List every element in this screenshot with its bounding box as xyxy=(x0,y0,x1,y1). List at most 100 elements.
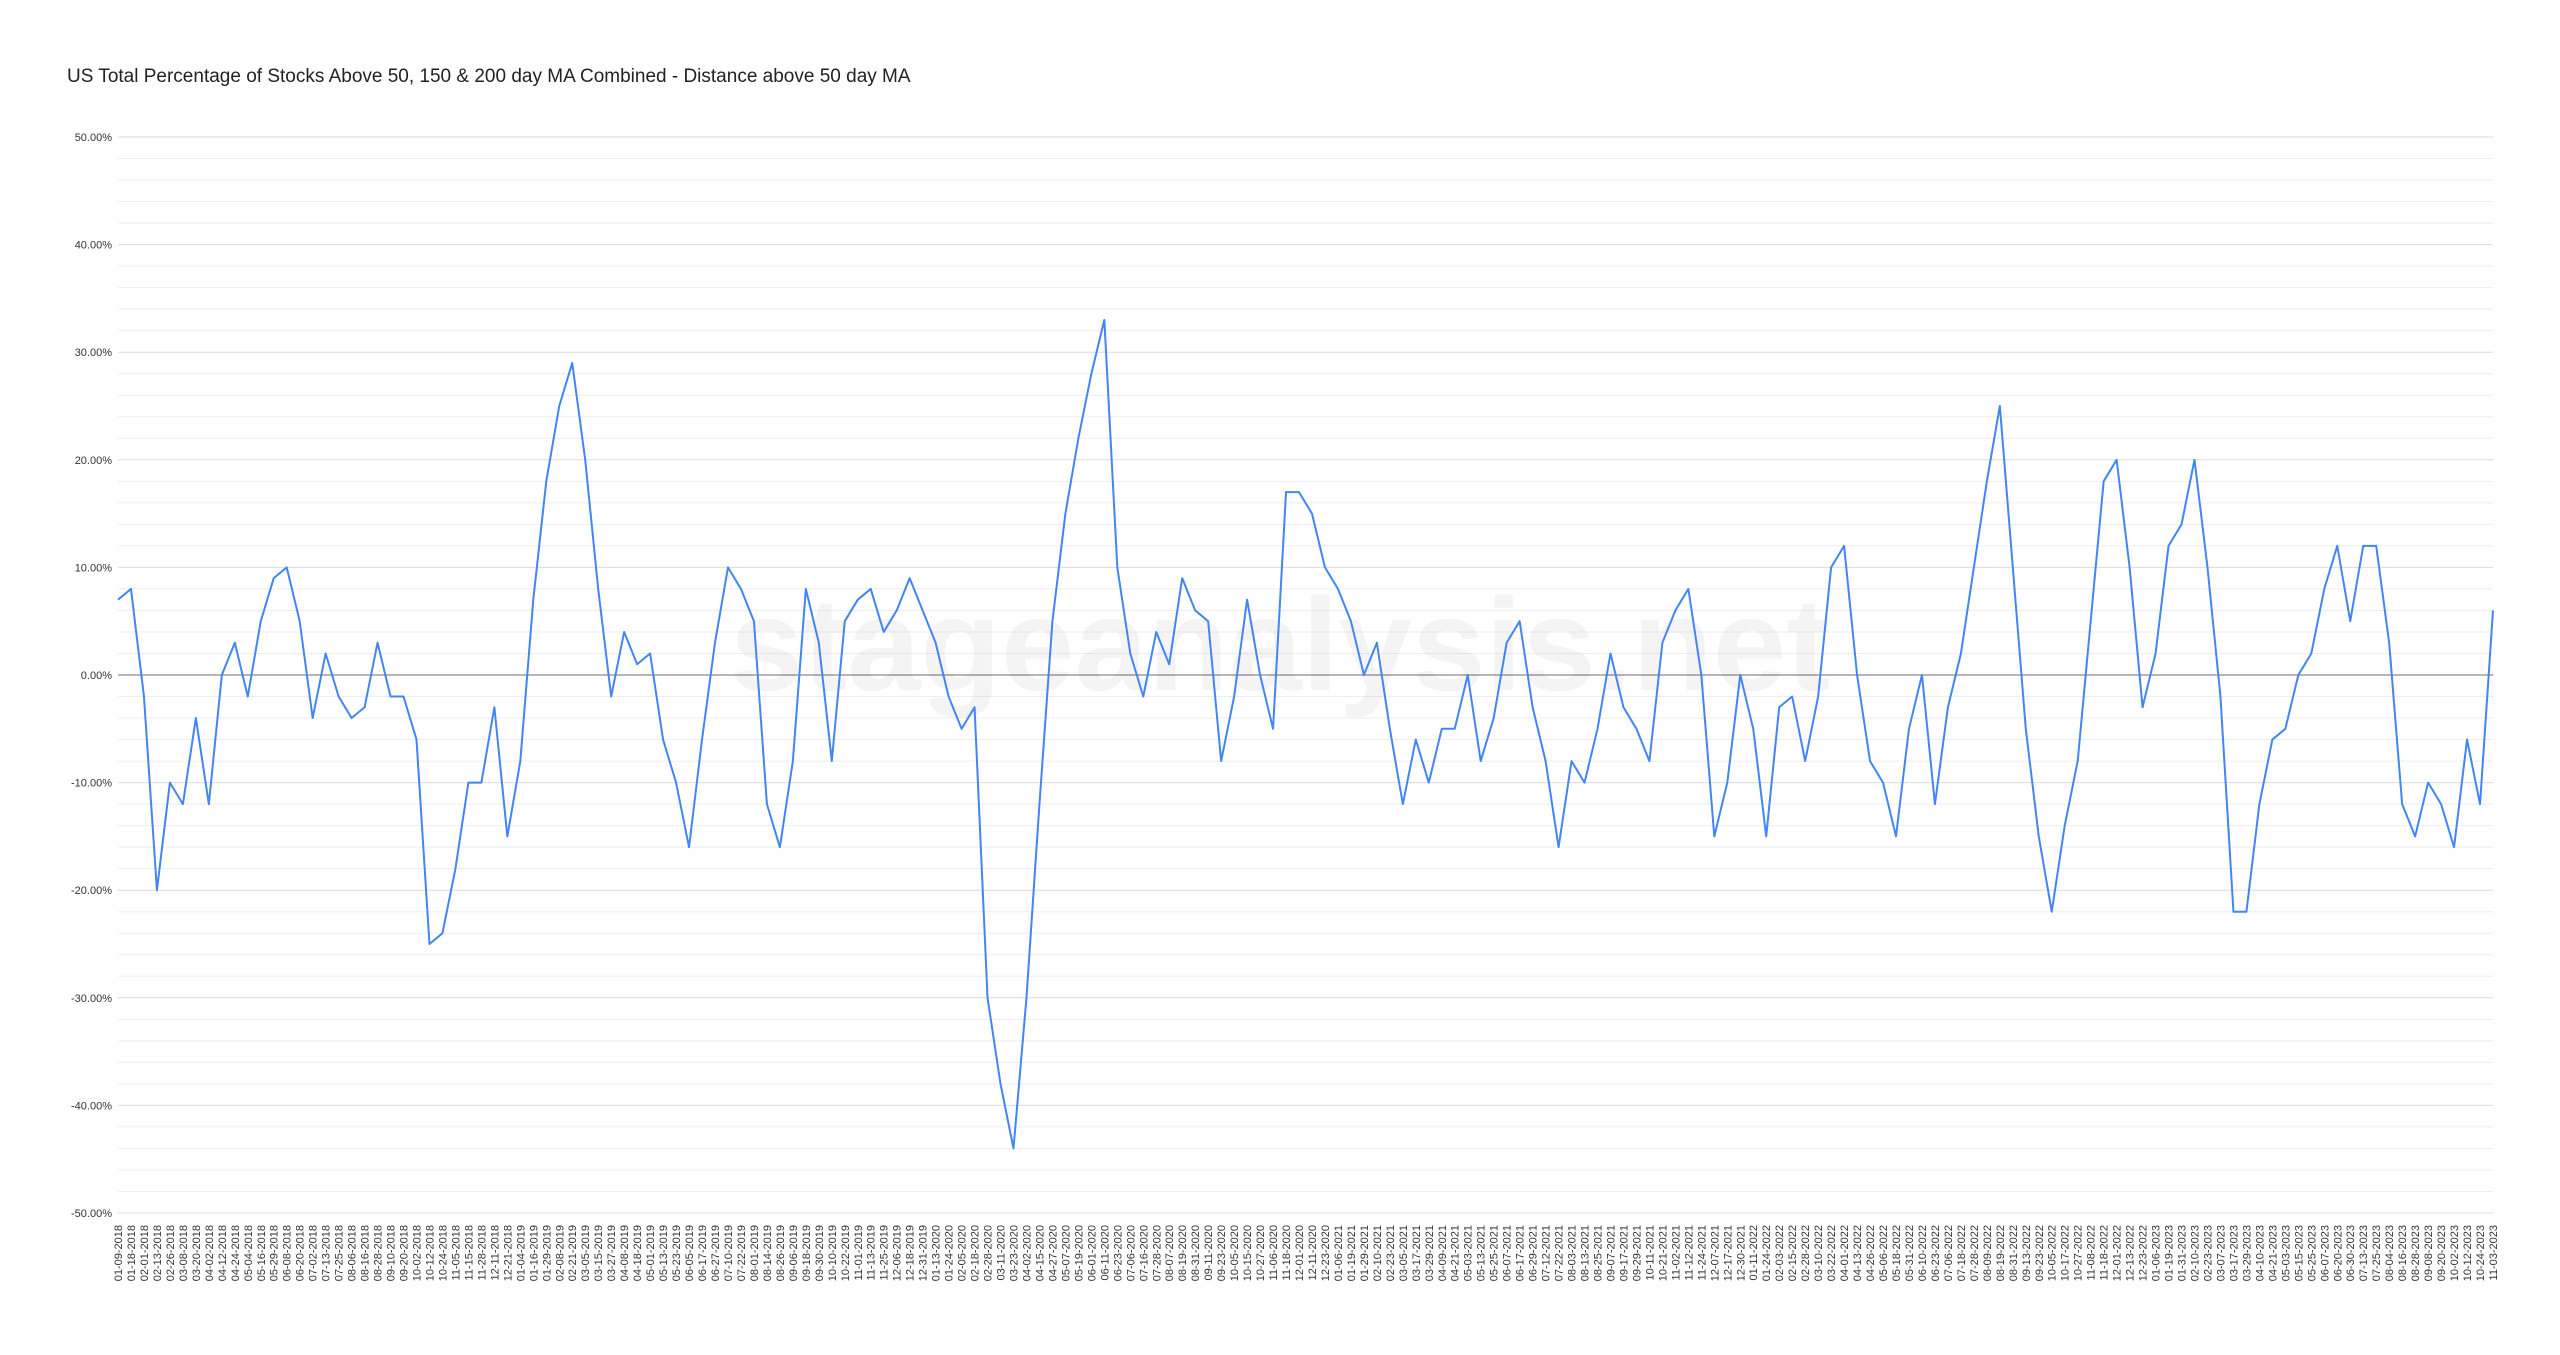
x-tick-label: 12-06-2019 xyxy=(892,1225,904,1281)
x-tick-label: 11-15-2018 xyxy=(463,1225,475,1280)
x-tick-label: 04-09-2021 xyxy=(1437,1225,1449,1281)
x-tick-label: 07-06-2022 xyxy=(1943,1225,1955,1281)
x-tick-label: 05-13-2019 xyxy=(658,1225,670,1281)
x-tick-label: 06-17-2019 xyxy=(697,1225,709,1281)
x-tick-label: 07-22-2021 xyxy=(1554,1225,1566,1281)
x-tick-label: 09-07-2021 xyxy=(1605,1225,1617,1281)
x-tick-label: 11-06-2020 xyxy=(1268,1225,1280,1280)
x-tick-label: 12-01-2020 xyxy=(1294,1225,1306,1281)
x-tick-label: 08-19-2020 xyxy=(1177,1225,1189,1281)
y-tick-label: 0.00% xyxy=(81,670,112,682)
x-tick-label: 11-02-2021 xyxy=(1670,1225,1682,1280)
x-tick-label: 03-11-2020 xyxy=(996,1225,1008,1280)
x-tick-label: 09-20-2023 xyxy=(2436,1225,2448,1281)
x-tick-label: 07-16-2020 xyxy=(1138,1225,1150,1281)
x-tick-label: 05-16-2018 xyxy=(256,1225,268,1281)
x-tick-label: 08-03-2021 xyxy=(1567,1225,1579,1281)
x-tick-label: 08-19-2022 xyxy=(1995,1225,2007,1281)
x-tick-label: 11-12-2021 xyxy=(1683,1225,1695,1280)
x-tick-label: 07-22-2019 xyxy=(736,1225,748,1281)
x-tick-label: 11-01-2019 xyxy=(853,1225,865,1280)
x-tick-label: 01-16-2019 xyxy=(528,1225,540,1281)
x-tick-label: 01-06-2023 xyxy=(2151,1225,2163,1281)
x-tick-label: 08-01-2019 xyxy=(749,1225,761,1281)
x-tick-label: 07-25-2023 xyxy=(2371,1225,2383,1281)
x-tick-label: 11-28-2018 xyxy=(476,1225,488,1280)
x-tick-label: 09-30-2019 xyxy=(814,1225,826,1281)
x-tick-label: 01-09-2018 xyxy=(113,1225,125,1281)
x-tick-label: 04-21-2021 xyxy=(1450,1225,1462,1281)
x-tick-label: 11-03-2023 xyxy=(2488,1225,2500,1280)
x-tick-label: 08-26-2019 xyxy=(775,1225,787,1281)
x-tick-label: 04-15-2020 xyxy=(1034,1225,1046,1281)
x-tick-label: 07-12-2021 xyxy=(1541,1225,1553,1281)
x-tick-label: 11-05-2018 xyxy=(450,1225,462,1280)
x-tick-label: 11-18-2022 xyxy=(2099,1225,2111,1280)
grid xyxy=(118,136,2493,1214)
x-tick-label: 10-10-2019 xyxy=(827,1225,839,1281)
x-tick-label: 03-15-2019 xyxy=(593,1225,605,1281)
x-tick-label: 09-20-2018 xyxy=(399,1225,411,1281)
x-tick-label: 06-30-2023 xyxy=(2345,1225,2357,1281)
x-tick-label: 02-08-2019 xyxy=(554,1225,566,1281)
x-tick-label: 02-18-2020 xyxy=(970,1225,982,1281)
x-tick-label: 10-12-2018 xyxy=(424,1225,436,1281)
x-tick-label: 11-24-2021 xyxy=(1696,1225,1708,1280)
x-tick-label: 05-13-2021 xyxy=(1476,1225,1488,1281)
x-tick-label: 10-05-2020 xyxy=(1229,1225,1241,1281)
x-tick-label: 08-16-2023 xyxy=(2397,1225,2409,1281)
x-tick-label: 06-20-2018 xyxy=(295,1225,307,1281)
y-tick-label: 20.00% xyxy=(75,455,113,467)
x-tick-label: 12-17-2021 xyxy=(1722,1225,1734,1281)
x-tick-label: 07-25-2018 xyxy=(334,1225,346,1281)
chart-title: US Total Percentage of Stocks Above 50, … xyxy=(67,66,911,87)
y-tick-label: 40.00% xyxy=(75,240,113,252)
x-tick-label: 06-27-2019 xyxy=(710,1225,722,1281)
x-tick-label: 01-11-2022 xyxy=(1748,1225,1760,1280)
x-tick-label: 03-10-2022 xyxy=(1813,1225,1825,1281)
x-tick-label: 08-28-2018 xyxy=(373,1225,385,1281)
x-tick-label: 03-22-2022 xyxy=(1826,1225,1838,1281)
x-tick-label: 11-18-2020 xyxy=(1281,1225,1293,1280)
x-tick-label: 05-01-2019 xyxy=(645,1225,657,1281)
y-tick-label: 10.00% xyxy=(75,562,113,574)
x-tick-label: 01-29-2019 xyxy=(541,1225,553,1281)
x-tick-label: 04-13-2022 xyxy=(1852,1225,1864,1281)
x-tick-label: 10-27-2020 xyxy=(1255,1225,1267,1281)
x-tick-label: 12-18-2019 xyxy=(905,1225,917,1281)
x-tick-label: 10-24-2023 xyxy=(2475,1225,2487,1281)
x-tick-label: 04-24-2018 xyxy=(230,1225,242,1281)
x-tick-label: 01-19-2021 xyxy=(1346,1225,1358,1281)
x-tick-label: 08-14-2019 xyxy=(762,1225,774,1281)
x-tick-label: 06-08-2018 xyxy=(282,1225,294,1281)
x-tick-label: 09-06-2019 xyxy=(788,1225,800,1281)
x-tick-label: 02-13-2018 xyxy=(152,1225,164,1281)
x-tick-label: 04-18-2019 xyxy=(632,1225,644,1281)
x-tick-label: 06-17-2021 xyxy=(1515,1225,1527,1281)
x-tick-label: 06-23-2020 xyxy=(1112,1225,1124,1281)
x-tick-label: 10-12-2023 xyxy=(2462,1225,2474,1281)
x-tick-label: 01-18-2018 xyxy=(126,1225,138,1281)
x-tick-label: 12-23-2020 xyxy=(1320,1225,1332,1281)
x-tick-label: 11-13-2019 xyxy=(866,1225,878,1280)
x-tick-label: 06-01-2020 xyxy=(1086,1225,1098,1281)
x-tick-label: 04-27-2020 xyxy=(1047,1225,1059,1281)
x-tick-label: 03-05-2021 xyxy=(1398,1225,1410,1281)
y-tick-label: -10.00% xyxy=(71,778,112,790)
x-tick-label: 01-19-2023 xyxy=(2164,1225,2176,1281)
x-tick-label: 09-23-2020 xyxy=(1216,1225,1228,1281)
x-tick-label: 03-08-2018 xyxy=(178,1225,190,1281)
x-tick-label: 12-11-2020 xyxy=(1307,1225,1319,1280)
x-tick-label: 08-28-2023 xyxy=(2410,1225,2422,1281)
x-tick-label: 05-25-2021 xyxy=(1489,1225,1501,1281)
x-tick-label: 10-05-2022 xyxy=(2047,1225,2059,1281)
x-tick-label: 04-08-2019 xyxy=(619,1225,631,1281)
x-tick-label: 07-02-2018 xyxy=(308,1225,320,1281)
x-tick-label: 09-08-2023 xyxy=(2423,1225,2435,1281)
x-tick-label: 12-11-2018 xyxy=(489,1225,501,1280)
x-tick-label: 02-05-2020 xyxy=(957,1225,969,1281)
x-tick-label: 07-18-2022 xyxy=(1956,1225,1968,1281)
x-tick-label: 10-24-2018 xyxy=(437,1225,449,1281)
x-tick-label: 01-13-2020 xyxy=(931,1225,943,1281)
x-tick-label: 02-28-2022 xyxy=(1800,1225,1812,1281)
